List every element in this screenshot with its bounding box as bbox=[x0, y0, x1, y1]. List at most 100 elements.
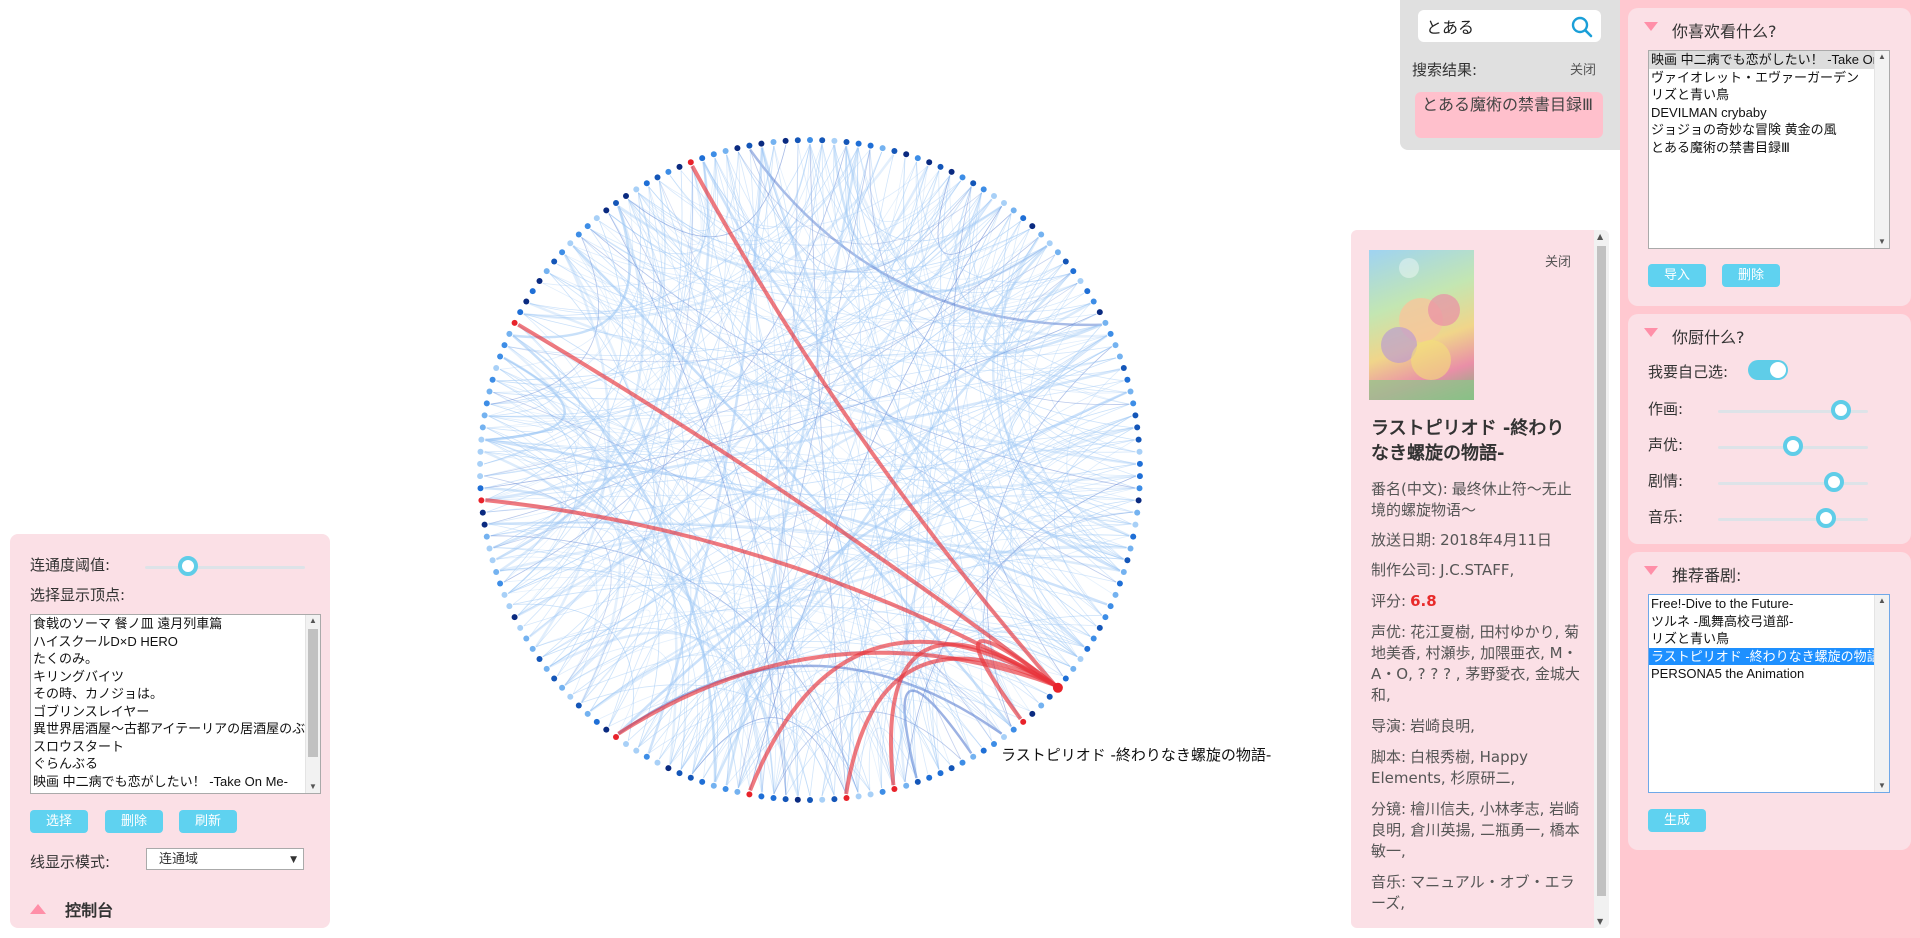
chord-node[interactable] bbox=[483, 533, 490, 540]
chord-diagram[interactable] bbox=[0, 0, 1320, 938]
scroll-up-arrow[interactable]: ▲ bbox=[1878, 596, 1886, 605]
chord-node[interactable] bbox=[529, 645, 536, 652]
chord-node[interactable] bbox=[536, 278, 543, 284]
chord-node[interactable] bbox=[1102, 614, 1109, 621]
list-scrollbar[interactable]: ▲ ▼ bbox=[305, 615, 320, 793]
chord-node[interactable] bbox=[623, 193, 629, 199]
chord-node[interactable] bbox=[1029, 223, 1036, 230]
chord-node[interactable] bbox=[665, 765, 672, 772]
chord-node[interactable] bbox=[529, 288, 536, 295]
chord-node[interactable] bbox=[483, 400, 490, 407]
chord-node[interactable] bbox=[511, 614, 518, 621]
chord-node[interactable] bbox=[1134, 509, 1141, 516]
chord-node[interactable] bbox=[770, 795, 777, 801]
chord-node[interactable] bbox=[1135, 497, 1142, 504]
list-item[interactable]: ゴブリンスレイヤー bbox=[33, 703, 150, 719]
chord-node[interactable] bbox=[478, 497, 485, 504]
chord-node[interactable] bbox=[819, 796, 826, 803]
chord-node[interactable] bbox=[643, 180, 650, 187]
chord-node[interactable] bbox=[1124, 557, 1131, 564]
list-scrollbar[interactable]: ▲ ▼ bbox=[1874, 595, 1889, 792]
self-select-toggle[interactable] bbox=[1748, 360, 1788, 380]
chord-node[interactable] bbox=[991, 741, 997, 747]
list-item[interactable]: ヴァイオレット・エヴァーガーデン bbox=[1651, 69, 1860, 85]
likes-list[interactable]: 映画 中二病でも恋がしたい！ -Take On Me- ヴァイオレット・エヴァー… bbox=[1648, 50, 1890, 249]
chord-node[interactable] bbox=[633, 747, 640, 754]
chord-node[interactable] bbox=[481, 521, 488, 528]
chord-node[interactable] bbox=[676, 163, 683, 170]
chord-node[interactable] bbox=[1132, 412, 1139, 419]
chord-node[interactable] bbox=[831, 137, 838, 144]
chord-node[interactable] bbox=[506, 330, 513, 337]
chord-node[interactable] bbox=[551, 675, 558, 682]
chord-node[interactable] bbox=[1038, 702, 1045, 709]
chord-node[interactable] bbox=[819, 137, 826, 144]
chord-node[interactable] bbox=[523, 635, 530, 642]
chord-node[interactable] bbox=[807, 137, 813, 143]
chord-node[interactable] bbox=[903, 151, 910, 158]
chord-node[interactable] bbox=[867, 791, 874, 798]
list-item[interactable]: ジョジョの奇妙な冒険 黄金の風 bbox=[1651, 122, 1837, 137]
chord-node[interactable] bbox=[511, 319, 518, 326]
list-item[interactable]: 食戟のソーマ 餐ノ皿 遠月列車篇 bbox=[33, 616, 223, 631]
chord-node[interactable] bbox=[722, 148, 729, 154]
chord-node[interactable] bbox=[699, 778, 706, 785]
chord-node[interactable] bbox=[710, 151, 717, 158]
chord-node[interactable] bbox=[1116, 353, 1123, 360]
chord-node[interactable] bbox=[926, 159, 933, 166]
search-input[interactable] bbox=[1424, 14, 1568, 38]
scroll-thumb[interactable] bbox=[1597, 246, 1606, 896]
list-item[interactable]: Free!-Dive to the Future- bbox=[1651, 596, 1794, 611]
chord-node[interactable] bbox=[980, 747, 987, 754]
scroll-up-arrow[interactable]: ▲ bbox=[1597, 232, 1604, 241]
collapse-triangle-icon[interactable] bbox=[1644, 566, 1658, 575]
chord-node[interactable] bbox=[481, 412, 488, 419]
chord-node[interactable] bbox=[603, 726, 610, 733]
chord-node[interactable] bbox=[479, 424, 486, 431]
chord-node[interactable] bbox=[517, 624, 524, 631]
chord-node[interactable] bbox=[1112, 342, 1119, 349]
select-button[interactable]: 选择 bbox=[30, 810, 88, 833]
chord-node[interactable] bbox=[1127, 388, 1134, 395]
chord-node[interactable] bbox=[1020, 718, 1027, 725]
chord-node[interactable] bbox=[991, 193, 997, 199]
voice-slider-knob[interactable] bbox=[1783, 436, 1803, 456]
chord-node[interactable] bbox=[517, 309, 524, 316]
chord-node[interactable] bbox=[1070, 665, 1077, 672]
chord-node[interactable] bbox=[855, 140, 862, 147]
chord-node[interactable] bbox=[1010, 726, 1017, 733]
chord-node[interactable] bbox=[575, 702, 582, 709]
generate-button[interactable]: 生成 bbox=[1648, 809, 1706, 832]
chord-node[interactable] bbox=[623, 741, 629, 747]
chord-node[interactable] bbox=[1070, 268, 1077, 275]
chord-node[interactable] bbox=[633, 186, 640, 193]
chord-node[interactable] bbox=[1130, 533, 1137, 540]
chord-node[interactable] bbox=[486, 388, 493, 395]
chord-node[interactable] bbox=[654, 759, 661, 766]
chord-node[interactable] bbox=[1062, 258, 1069, 265]
chord-node[interactable] bbox=[914, 778, 921, 785]
chord-node[interactable] bbox=[1120, 365, 1127, 371]
chord-node[interactable] bbox=[613, 200, 619, 206]
chord-node[interactable] bbox=[948, 765, 955, 772]
chord-node[interactable] bbox=[1046, 240, 1053, 247]
chord-node[interactable] bbox=[477, 460, 484, 467]
chord-node[interactable] bbox=[1090, 635, 1097, 642]
chord-node[interactable] bbox=[543, 268, 550, 275]
chord-node[interactable] bbox=[1020, 215, 1027, 222]
chord-node[interactable] bbox=[1096, 309, 1103, 316]
chord-node[interactable] bbox=[1107, 603, 1114, 610]
chord-node[interactable] bbox=[478, 436, 485, 443]
list-item[interactable]: とある魔術の禁書目録Ⅲ bbox=[1651, 139, 1790, 155]
chord-node[interactable] bbox=[479, 509, 486, 516]
art-slider-knob[interactable] bbox=[1831, 400, 1851, 420]
collapse-triangle-icon[interactable] bbox=[1644, 22, 1658, 31]
chord-node[interactable] bbox=[1112, 591, 1119, 598]
chord-node[interactable] bbox=[758, 140, 765, 147]
fan-header[interactable]: 你厨什么? bbox=[1644, 324, 1745, 348]
chord-node[interactable] bbox=[593, 215, 600, 222]
chord-node[interactable] bbox=[1102, 319, 1109, 326]
chord-node[interactable] bbox=[477, 448, 484, 455]
chord-node[interactable] bbox=[603, 207, 610, 214]
chord-node[interactable] bbox=[613, 734, 619, 740]
